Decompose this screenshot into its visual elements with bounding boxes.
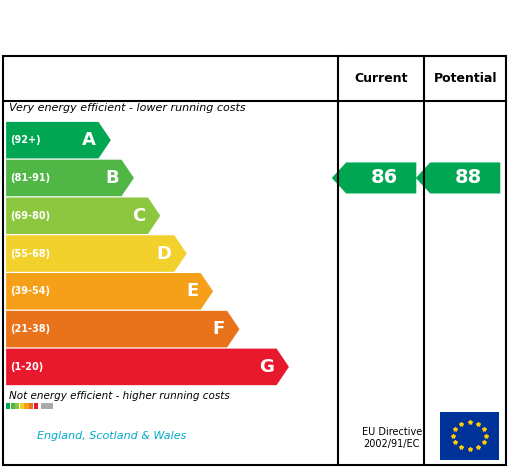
Text: (1-20): (1-20) bbox=[10, 362, 43, 372]
Text: Energy Efficiency Rating: Energy Efficiency Rating bbox=[11, 15, 337, 39]
Polygon shape bbox=[332, 163, 416, 193]
Text: (81-91): (81-91) bbox=[10, 173, 50, 183]
Bar bbox=[41, 403, 53, 409]
Text: D: D bbox=[157, 245, 172, 262]
Text: EU Directive
2002/91/EC: EU Directive 2002/91/EC bbox=[362, 427, 422, 449]
Polygon shape bbox=[6, 311, 239, 347]
Polygon shape bbox=[6, 273, 213, 310]
Polygon shape bbox=[6, 160, 134, 196]
Bar bbox=[440, 412, 499, 460]
Text: F: F bbox=[212, 320, 224, 338]
Bar bbox=[29, 403, 33, 409]
Polygon shape bbox=[6, 349, 289, 385]
Bar bbox=[34, 403, 38, 409]
Text: (55-68): (55-68) bbox=[10, 248, 50, 259]
Text: (39-54): (39-54) bbox=[10, 286, 50, 297]
Text: (69-80): (69-80) bbox=[10, 211, 50, 221]
Text: A: A bbox=[82, 131, 96, 149]
Text: Potential: Potential bbox=[434, 72, 497, 85]
Text: (92+): (92+) bbox=[10, 135, 41, 145]
Polygon shape bbox=[6, 235, 187, 272]
Text: (21-38): (21-38) bbox=[10, 324, 50, 334]
Text: E: E bbox=[186, 283, 198, 300]
Bar bbox=[6, 403, 10, 409]
Polygon shape bbox=[416, 163, 500, 193]
Text: England, Scotland & Wales: England, Scotland & Wales bbox=[37, 431, 187, 441]
Text: Not energy efficient - higher running costs: Not energy efficient - higher running co… bbox=[9, 390, 230, 401]
Polygon shape bbox=[6, 198, 160, 234]
Text: Current: Current bbox=[354, 72, 408, 85]
Text: B: B bbox=[105, 169, 119, 187]
Polygon shape bbox=[6, 122, 111, 158]
Bar bbox=[11, 403, 15, 409]
Text: G: G bbox=[259, 358, 274, 376]
Text: Very energy efficient - lower running costs: Very energy efficient - lower running co… bbox=[9, 103, 246, 113]
Text: 88: 88 bbox=[455, 169, 483, 187]
Bar bbox=[24, 403, 29, 409]
Bar bbox=[20, 403, 24, 409]
Text: C: C bbox=[132, 207, 146, 225]
Bar bbox=[15, 403, 19, 409]
Text: 86: 86 bbox=[371, 169, 399, 187]
